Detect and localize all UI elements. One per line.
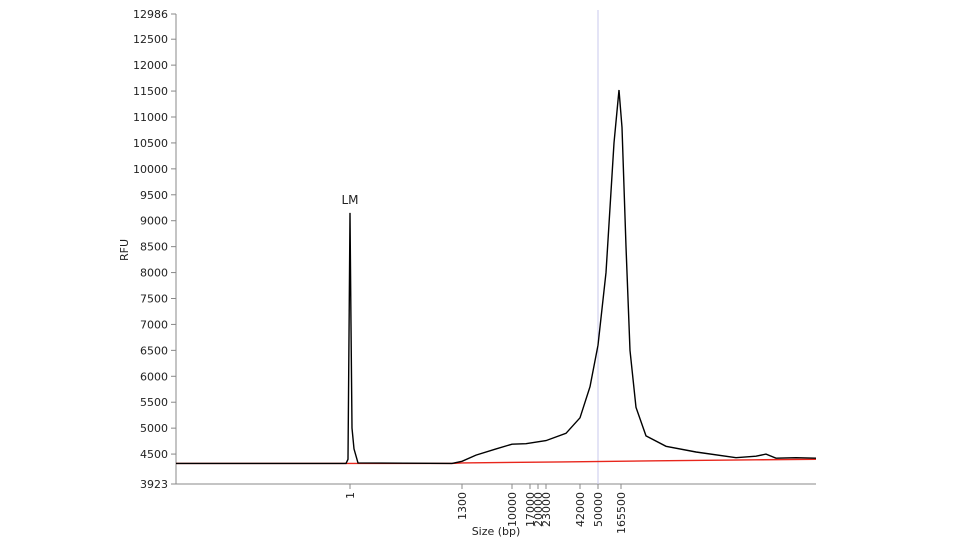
- x-tick-label: 50000: [592, 492, 605, 527]
- y-tick-label: 12986: [133, 8, 168, 21]
- y-tick-label: 7000: [140, 318, 168, 331]
- y-tick-label: 7500: [140, 292, 168, 305]
- y-tick-label: 4500: [140, 448, 168, 461]
- y-tick-label: 9000: [140, 215, 168, 228]
- y-tick-label: 6000: [140, 370, 168, 383]
- y-tick-label: 11500: [133, 85, 168, 98]
- y-tick-label: 3923: [140, 478, 168, 491]
- x-tick-label: 10000: [506, 492, 519, 527]
- x-tick-label: 23000: [540, 492, 553, 527]
- x-axis-label: Size (bp): [472, 525, 521, 538]
- y-tick-label: 11000: [133, 111, 168, 124]
- y-tick-label: 9500: [140, 189, 168, 202]
- series-line: [176, 89, 817, 465]
- x-tick-label: 20000: [532, 492, 545, 527]
- x-tick-label: 1300: [456, 492, 469, 520]
- y-tick-label: 8000: [140, 267, 168, 280]
- y-tick-label: 12500: [133, 33, 168, 46]
- x-tick-label: 165500: [615, 492, 628, 534]
- x-tick-label: 17000: [524, 492, 537, 527]
- y-tick-label: 5500: [140, 396, 168, 409]
- y-axis-label: RFU: [118, 239, 131, 261]
- y-tick-label: 12000: [133, 59, 168, 72]
- y-tick-label: 5000: [140, 422, 168, 435]
- y-tick-label: 10500: [133, 137, 168, 150]
- y-tick-label: 8500: [140, 241, 168, 254]
- x-tick-label: 1: [344, 492, 357, 499]
- y-tick-label: 6500: [140, 344, 168, 357]
- x-tick-label: 42000: [574, 492, 587, 527]
- annotation: LM: [341, 193, 358, 207]
- y-tick-label: 10000: [133, 163, 168, 176]
